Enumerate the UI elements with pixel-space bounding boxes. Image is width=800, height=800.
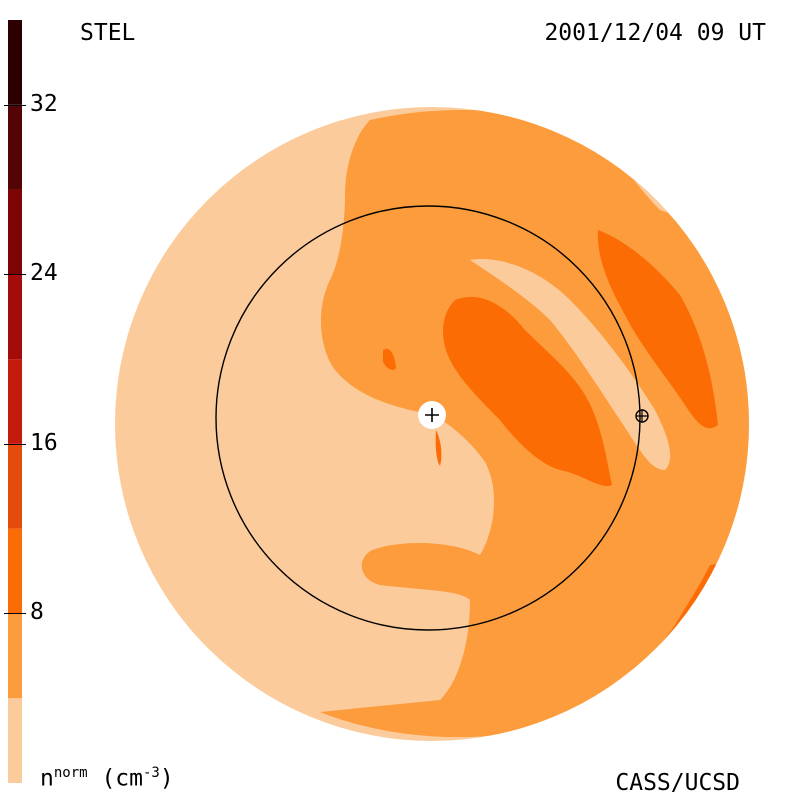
colorbar-level-1 (8, 613, 22, 699)
density-region-8-12-central (443, 296, 612, 487)
density-region-8-12-sliver (435, 430, 442, 466)
colorbar-level-4 (8, 359, 22, 444)
colorbar-tick-label: 8 (30, 599, 44, 626)
colorbar-tick-label: 32 (30, 90, 58, 117)
colorbar-tick-label: 16 (30, 429, 58, 456)
colorbar (8, 20, 22, 783)
sun-plus-icon (425, 408, 439, 422)
station-label: STEL (80, 20, 136, 46)
colorbar-units-label: nnorm (cm-3) (40, 765, 174, 792)
colorbar-tick-mark (4, 274, 26, 276)
reference-orbit-circle (215, 205, 641, 631)
colorbar-level-5 (8, 274, 22, 360)
units-base: n (40, 765, 54, 792)
earth-icon (635, 409, 649, 423)
colorbar-tick-label: 24 (30, 260, 58, 287)
colorbar-level-7 (8, 104, 22, 190)
colorbar-tick-mark (4, 104, 26, 106)
colorbar-tick-mark (4, 613, 26, 615)
colorbar-level-3 (8, 443, 22, 529)
density-region-low-pocket (470, 259, 671, 470)
credit-label: CASS/UCSD (615, 770, 740, 796)
colorbar-level-6 (8, 189, 22, 275)
units-unit-sup: -3 (142, 765, 160, 781)
colorbar-level-0 (8, 698, 22, 783)
colorbar-level-8 (8, 20, 22, 105)
density-region-8-12-small (383, 348, 396, 370)
colorbar-level-2 (8, 528, 22, 614)
units-superscript: norm (53, 765, 88, 781)
datetime-label: 2001/12/04 09 UT (544, 20, 766, 46)
density-region-8-12-right (597, 230, 718, 429)
units-unit-post: ) (159, 765, 174, 792)
units-unit-pre: (cm (101, 765, 143, 792)
colorbar-tick-mark (4, 443, 26, 445)
